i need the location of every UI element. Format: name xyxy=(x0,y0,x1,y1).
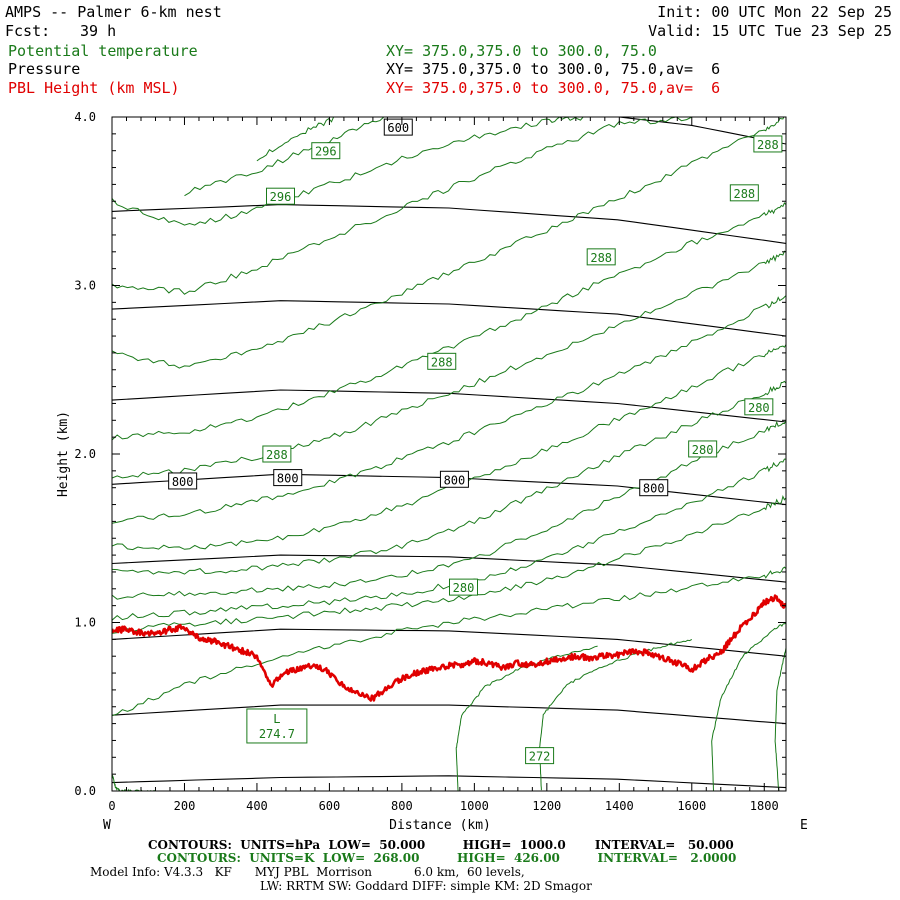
theta-label-5-box xyxy=(586,248,616,266)
east-label: E xyxy=(800,818,808,833)
pressure-label-4: 800 xyxy=(444,473,466,487)
theta-label-3-box xyxy=(753,135,783,153)
y-tick-label-2: 1.0 xyxy=(74,616,96,630)
x-tick-label-8: 1400 xyxy=(605,799,634,813)
y-tick-label-4: 3.0 xyxy=(74,279,96,293)
chart-title: AMPS -- Palmer 6-km nest xyxy=(5,3,222,21)
x-axis-title: Distance (km) xyxy=(389,818,491,833)
forecast-value: 39 h xyxy=(80,22,117,40)
theta-label-9-box xyxy=(688,440,718,458)
theta-label-4-box xyxy=(729,184,759,202)
theta-label-2: 296 xyxy=(270,190,292,204)
x-tick-label-1: 0 xyxy=(108,799,115,813)
pressure-label-2-box xyxy=(168,472,198,490)
x-tick-label-4: 600 xyxy=(319,799,341,813)
theta-contour-7 xyxy=(112,295,786,524)
low-center-value: 274.7 xyxy=(259,727,295,741)
theta-label-3: 288 xyxy=(757,138,779,152)
theta-label-11-box xyxy=(525,747,555,765)
x-tick-label-6: 1000 xyxy=(460,799,489,813)
pressure-label-5-box xyxy=(639,479,669,497)
pressure-contour-4 xyxy=(112,554,786,583)
y-tick-label-1: 0.0 xyxy=(74,784,96,798)
plot-frame xyxy=(111,116,787,792)
theta-contour-2 xyxy=(112,495,786,634)
x-tick-label-7: 1200 xyxy=(532,799,561,813)
theta-contour-9 xyxy=(112,202,786,441)
x-tick-label-9: 1600 xyxy=(677,799,706,813)
pressure-label-3: 800 xyxy=(277,472,299,486)
theta-label-11: 272 xyxy=(529,750,551,764)
y-axis-title: Height (km) xyxy=(56,411,71,497)
theta-contour-14 xyxy=(256,117,337,162)
x-tick-label-3: 400 xyxy=(246,799,268,813)
field-name-pressure: Pressure xyxy=(8,60,81,78)
pressure-contour-9 xyxy=(610,117,786,145)
pressure-contour-1 xyxy=(112,775,786,789)
theta-label-10-box xyxy=(448,578,478,596)
theta-label-6: 288 xyxy=(431,355,453,369)
pressure-label-2: 800 xyxy=(172,475,194,489)
field-name-pbl: PBL Height (km MSL) xyxy=(8,79,180,97)
pressure-label-1: 600 xyxy=(387,121,409,135)
pressure-contour-7 xyxy=(112,300,786,337)
theta-label-4: 288 xyxy=(733,187,755,201)
theta-label-8-box xyxy=(744,398,774,416)
x-tick-label-2: 200 xyxy=(174,799,196,813)
pressure-contour-6 xyxy=(112,389,786,423)
theta-contour-10 xyxy=(112,117,786,369)
footer-model-info: Model Info: V4.3.3 KF MYJ PBL Morrison 6… xyxy=(90,865,525,879)
footer-pressure-contours: CONTOURS: UNITS=hPa LOW= 50.000 HIGH= 10… xyxy=(148,838,734,852)
theta-label-5: 288 xyxy=(590,251,612,265)
low-center-label: L xyxy=(273,712,280,726)
pressure-label-3-box xyxy=(273,469,303,487)
footer-theta-contours: CONTOURS: UNITS=K LOW= 268.00 HIGH= 426.… xyxy=(157,851,737,865)
theta-label-8: 280 xyxy=(748,401,770,415)
pressure-contour-2 xyxy=(112,704,786,725)
pressure-contour-8 xyxy=(112,204,786,244)
theta-low-contour-5 xyxy=(112,774,156,791)
theta-low-contour-2 xyxy=(455,645,598,791)
theta-label-2-box xyxy=(266,187,295,205)
theta-low-contour-1 xyxy=(539,638,693,791)
field-xy-theta: XY= 375.0,375.0 to 300.0, 75.0 xyxy=(386,42,657,60)
theta-label-9: 280 xyxy=(692,443,714,457)
theta-label-1: 296 xyxy=(315,145,337,159)
theta-label-1-box xyxy=(311,142,341,160)
theta-contour-13 xyxy=(184,117,385,197)
x-tick-label-5: 800 xyxy=(391,799,413,813)
west-label: W xyxy=(103,818,111,833)
theta-label-7: 288 xyxy=(266,448,288,462)
x-tick-label-10: 1800 xyxy=(750,799,779,813)
pressure-label-4-box xyxy=(439,470,469,488)
forecast-label: Fcst: xyxy=(5,22,51,40)
theta-contour-6 xyxy=(112,344,786,551)
init-time: Init: 00 UTC Mon 22 Sep 25 xyxy=(657,3,892,21)
y-tick-label-5: 4.0 xyxy=(74,110,96,124)
theta-contour-12 xyxy=(112,117,584,226)
y-tick-label-3: 2.0 xyxy=(74,447,96,461)
field-name-theta: Potential temperature xyxy=(8,42,198,60)
footer-physics-info: LW: RRTM SW: Goddard DIFF: simple KM: 2D… xyxy=(260,879,592,893)
theta-label-6-box xyxy=(427,352,457,370)
theta-label-10: 280 xyxy=(453,581,475,595)
theta-low-contour-3 xyxy=(711,622,786,791)
field-xy-pressure: XY= 375.0,375.0 to 300.0, 75.0,av= 6 xyxy=(386,60,721,78)
theta-low-contour-4 xyxy=(774,647,786,791)
theta-contour-5 xyxy=(112,380,786,575)
pressure-label-1-box xyxy=(383,118,413,136)
theta-label-7-box xyxy=(262,445,292,463)
pressure-label-5: 800 xyxy=(643,482,665,496)
theta-contour-8 xyxy=(112,250,786,479)
low-center-box xyxy=(246,708,308,744)
theta-contour-1 xyxy=(112,566,786,717)
valid-time: Valid: 15 UTC Tue 23 Sep 25 xyxy=(648,22,892,40)
theta-contour-11 xyxy=(112,117,693,295)
field-xy-pbl: XY= 375.0,375.0 to 300.0, 75.0,av= 6 xyxy=(386,79,721,97)
pbl-height-line xyxy=(112,594,786,702)
